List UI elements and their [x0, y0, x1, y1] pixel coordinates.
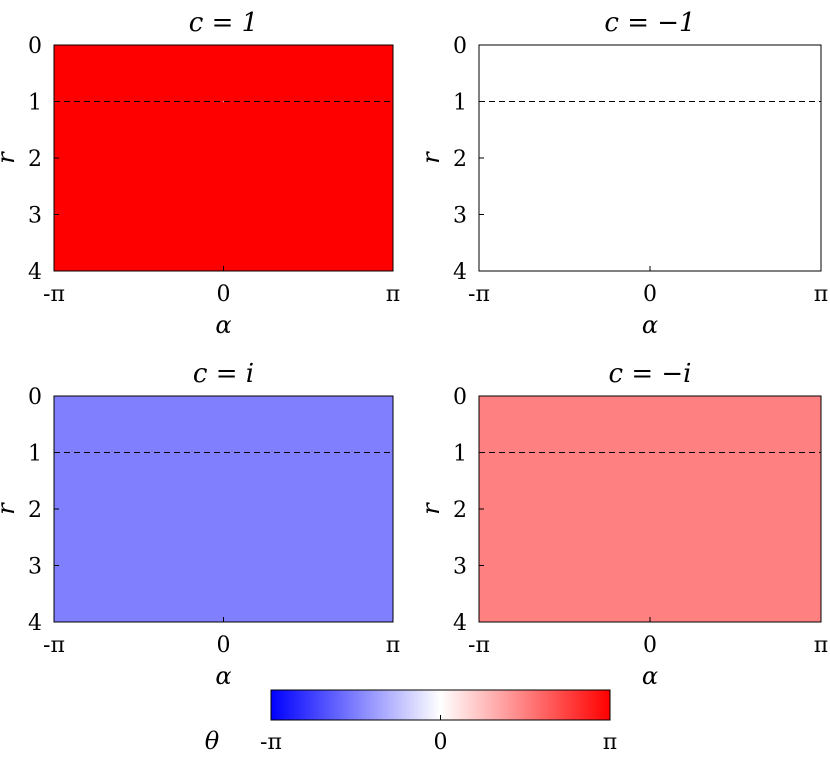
y-tick-label: 2 [453, 147, 467, 172]
y-tick-label: 4 [28, 611, 42, 636]
y-tick-label: 3 [28, 204, 42, 229]
y-axis-label: r [0, 502, 20, 515]
panel-title: c = i [193, 359, 254, 389]
y-tick-label: 2 [453, 498, 467, 523]
panel-3: c = i -π 0 π 0 1 2 3 4 α r [0, 359, 400, 690]
x-tick-label: π [386, 282, 400, 307]
panel-title: c = −1 [604, 8, 695, 38]
x-axis-label: α [642, 311, 658, 339]
x-tick-label: -π [43, 633, 65, 658]
x-axis-label: α [215, 662, 231, 690]
heatmap-image [54, 396, 393, 622]
x-tick-label: π [386, 633, 400, 658]
y-axis-label: r [0, 151, 20, 164]
y-tick-label: 0 [453, 385, 467, 410]
x-axis-label: α [215, 311, 231, 339]
panel-2: c = −1 -π 0 π 0 1 2 3 4 α r [417, 8, 828, 339]
y-tick-label: 4 [453, 611, 467, 636]
y-tick-label: 4 [28, 260, 42, 285]
panel-title: c = 1 [189, 8, 258, 38]
y-tick-label: 3 [453, 204, 467, 229]
y-tick-label: 4 [453, 260, 467, 285]
x-tick-label: 0 [217, 633, 231, 658]
y-tick-label: 0 [453, 34, 467, 59]
y-axis-label: r [417, 151, 445, 164]
x-tick-label: 0 [643, 282, 657, 307]
x-tick-label: 0 [217, 282, 231, 307]
colorbar-tick-label: π [603, 730, 617, 755]
y-tick-label: 1 [453, 442, 467, 467]
panel-title: c = −i [609, 359, 692, 389]
y-tick-label: 0 [28, 385, 42, 410]
x-tick-label: -π [468, 633, 490, 658]
heatmap-image [479, 396, 821, 622]
colorbar-tick-label: -π [260, 730, 282, 755]
panel-1: c = 1 -π 0 π 0 1 2 3 4 α r [0, 8, 400, 339]
y-tick-label: 2 [28, 498, 42, 523]
colorbar-tick-label: 0 [434, 730, 448, 755]
colorbar: -π 0 π θ [205, 689, 617, 755]
x-tick-label: -π [468, 282, 490, 307]
x-tick-label: π [814, 633, 828, 658]
heatmap-image [54, 45, 393, 271]
heatmap-image [479, 45, 821, 271]
x-tick-label: 0 [643, 633, 657, 658]
y-axis-label: r [417, 502, 445, 515]
y-tick-label: 3 [453, 555, 467, 580]
x-axis-label: α [642, 662, 658, 690]
panel-4: c = −i -π 0 π 0 1 2 3 4 α r [417, 359, 828, 690]
y-tick-label: 1 [28, 442, 42, 467]
colorbar-label: θ [205, 727, 220, 755]
x-tick-label: -π [43, 282, 65, 307]
y-tick-label: 3 [28, 555, 42, 580]
y-tick-label: 0 [28, 34, 42, 59]
y-tick-label: 1 [28, 91, 42, 116]
y-tick-label: 1 [453, 91, 467, 116]
x-tick-label: π [814, 282, 828, 307]
y-tick-label: 2 [28, 147, 42, 172]
